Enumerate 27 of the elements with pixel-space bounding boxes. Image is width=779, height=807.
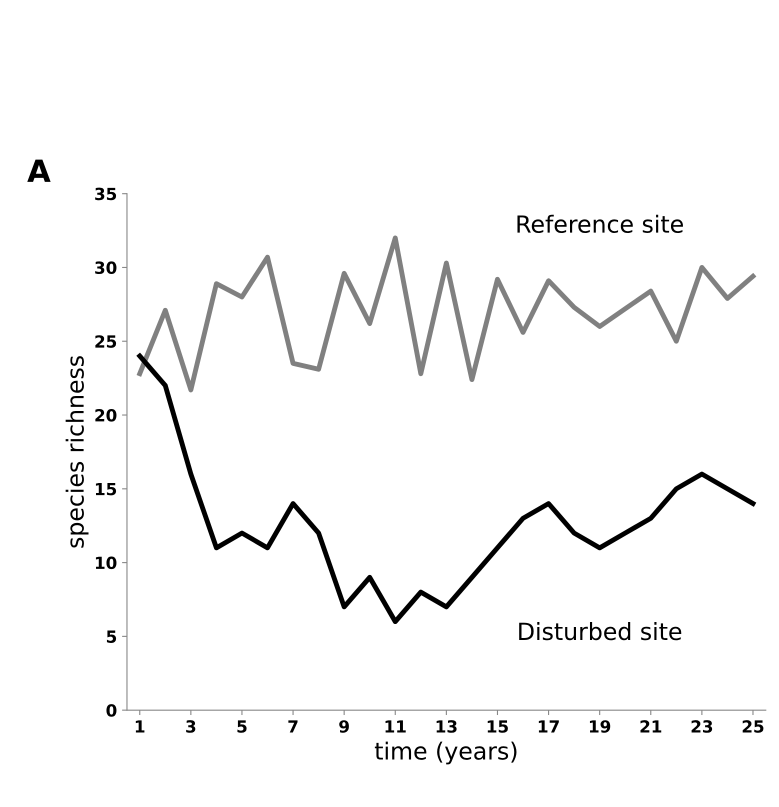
y-axis-title: species richness xyxy=(66,356,89,548)
line-series xyxy=(137,236,756,392)
chart-title: A xyxy=(27,160,51,182)
x-tick-label: 25 xyxy=(742,720,764,733)
y-tick-label: 5 xyxy=(106,630,116,643)
x-tick-label: 1 xyxy=(136,720,144,733)
x-tick-label: 5 xyxy=(237,720,247,733)
y-tick-label: 10 xyxy=(96,556,116,570)
x-tick-label: 19 xyxy=(590,720,610,733)
x-tick-label: 15 xyxy=(488,720,508,733)
x-tick-label: 11 xyxy=(386,720,406,733)
y-tick-label: 0 xyxy=(106,704,116,717)
y-tick-label: 15 xyxy=(96,482,116,496)
x-tick-label: 21 xyxy=(640,720,662,733)
y-tick-label: 20 xyxy=(95,408,116,422)
text: Disturbed site xyxy=(519,622,682,640)
y-tick-label: 35 xyxy=(95,188,116,200)
y-tick-label: 30 xyxy=(95,261,116,274)
x-tick-label: 13 xyxy=(436,720,457,733)
x-tick-label: 23 xyxy=(692,720,712,733)
series-label: Reference site xyxy=(517,214,683,233)
x-tick-label: 7 xyxy=(288,720,298,733)
y-tick-label: 25 xyxy=(95,335,116,348)
x-tick-label: 17 xyxy=(538,720,559,733)
x-axis-title: time (years) xyxy=(374,742,516,764)
x-tick-label: 9 xyxy=(339,720,349,733)
x-tick-label: 3 xyxy=(186,720,196,733)
